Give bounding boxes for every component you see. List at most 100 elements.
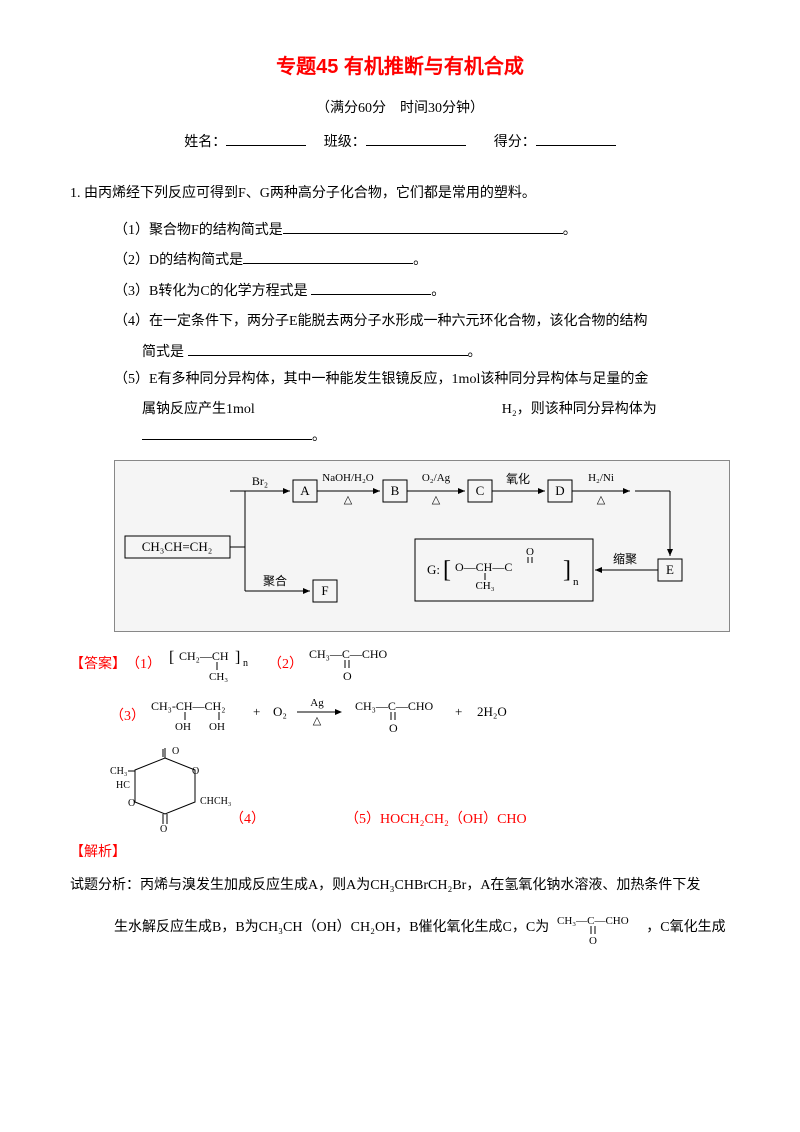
svg-text:O: O bbox=[192, 766, 199, 777]
a1-num: （1） bbox=[126, 652, 161, 677]
q1-p1-end: 。 bbox=[563, 223, 577, 238]
d-Gp1: O—CH—C bbox=[455, 560, 512, 574]
answer-block: 【答案】 （1） [ CH₂—CH CH₃ ] n （2） CH₃—C—CHO bbox=[70, 642, 730, 832]
d-GO: O bbox=[526, 546, 534, 558]
a4-num: （4） bbox=[230, 807, 265, 832]
d-E: E bbox=[666, 562, 674, 577]
q1-p3-text: （3）B转化为C的化学方程式是 bbox=[114, 284, 308, 299]
name-label: 姓名： bbox=[184, 135, 226, 150]
q1-p5c-text: H₂，则该种同分异构体为 bbox=[502, 402, 657, 417]
p4-blank bbox=[188, 341, 468, 356]
q1-stem: 1. 由丙烯经下列反应可得到F、G两种高分子化合物，它们都是常用的塑料。 bbox=[70, 181, 730, 208]
a4-structure: O O O O CH₃ CH CH₃ HC bbox=[110, 746, 240, 832]
q1-p1-text: （1）聚合物F的结构简式是 bbox=[114, 223, 283, 238]
a3-plus2: + bbox=[455, 704, 462, 719]
d-r4: 氧化 bbox=[506, 472, 530, 486]
analysis-label: 【解析】 bbox=[70, 845, 126, 860]
a3-prod: CH₃—C—CHO bbox=[355, 699, 434, 713]
d-r5: H₂/Ni bbox=[588, 472, 614, 484]
a5-num: （5） bbox=[345, 807, 380, 832]
analysis-l2a: 生水解反应生成B，B为CH₃CH（OH）CH₂OH，B催化氧化生成C，C为 bbox=[114, 920, 549, 935]
q1-p5b-text: 属钠反应产生1mol bbox=[142, 402, 255, 417]
analysis-l2b: ，C氧化生成 bbox=[646, 920, 725, 935]
d-r3: O₂/Ag bbox=[422, 472, 451, 484]
d-r5b: △ bbox=[597, 494, 606, 506]
a3-equation: CH₃-CH—CH₂ OH OH + O₂ Ag △ CH₃—C—CHO O + bbox=[145, 692, 575, 740]
analysis-block: 【解析】 试题分析：丙烯与溴发生加成反应生成A，则A为CH₃CHBrCH₂Br，… bbox=[70, 840, 730, 945]
d-F: F bbox=[321, 583, 328, 598]
info-line: 姓名： 班级： 得分： bbox=[70, 131, 730, 151]
d-r3b: △ bbox=[432, 494, 441, 506]
q1-p5-end: 。 bbox=[142, 424, 730, 451]
d-r1: Br₂ bbox=[252, 474, 268, 488]
q1-p2-end: 。 bbox=[413, 253, 427, 268]
a1-n: n bbox=[243, 658, 248, 669]
d-D: D bbox=[555, 483, 564, 498]
d-r7: 缩聚 bbox=[613, 551, 637, 566]
q1-p4b-text: 简式是 bbox=[142, 345, 184, 360]
q1-p2-text: （2）D的结构简式是 bbox=[114, 253, 243, 268]
svg-text:HC: HC bbox=[116, 780, 130, 791]
d-A: A bbox=[300, 483, 310, 498]
analysis-line1: 试题分析：丙烯与溴发生加成反应生成A，则A为CH₃CHBrCH₂Br，A在氢氧化… bbox=[70, 873, 730, 900]
class-blank bbox=[366, 131, 466, 146]
p1-blank bbox=[283, 219, 563, 234]
q1-p2: （2）D的结构简式是 。 bbox=[114, 248, 730, 275]
d-r2b: △ bbox=[344, 494, 353, 506]
an-co: O bbox=[589, 935, 597, 946]
class-label: 班级： bbox=[324, 135, 366, 150]
p2-blank bbox=[243, 249, 413, 264]
d-B: B bbox=[391, 483, 400, 498]
score-label: 得分： bbox=[494, 135, 536, 150]
a1-top: CH₂—CH bbox=[179, 649, 229, 663]
a2-num: （2） bbox=[268, 652, 303, 677]
a3-plus1: + bbox=[253, 704, 260, 719]
a2-structure: CH₃—C—CHO O bbox=[303, 642, 403, 686]
an-ctop: CH₃—C—CHO bbox=[557, 915, 629, 927]
a1-structure: [ CH₂—CH CH₃ ] n bbox=[161, 644, 261, 684]
a4-ch3b: CH₃ bbox=[214, 796, 231, 807]
d-Gn: n bbox=[573, 576, 579, 588]
p3-blank bbox=[311, 280, 431, 295]
q1-p3: （3）B转化为C的化学方程式是 。 bbox=[114, 279, 730, 306]
a3-ag: Ag bbox=[310, 697, 324, 709]
a2-top: CH₃—C—CHO bbox=[309, 647, 388, 661]
svg-text:]: ] bbox=[563, 557, 571, 583]
p5-blank bbox=[142, 425, 312, 440]
analysis-c-struct: CH₃—C—CHO O bbox=[553, 910, 643, 946]
q1-p1: （1）聚合物F的结构简式是 。 bbox=[114, 218, 730, 245]
a3-b: CH₃-CH—CH₂ bbox=[151, 699, 225, 713]
answer-label: 【答案】 bbox=[70, 652, 126, 677]
a3-del: △ bbox=[313, 715, 322, 727]
svg-text:O: O bbox=[172, 746, 179, 757]
reaction-svg: CH₃CH=CH₂ Br₂ A NaOH/H₂O △ B O₂/Ag △ C 氧… bbox=[115, 461, 695, 631]
reaction-diagram: CH₃CH=CH₂ Br₂ A NaOH/H₂O △ B O₂/Ag △ C 氧… bbox=[114, 460, 730, 632]
svg-text:[: [ bbox=[443, 557, 451, 583]
svg-text:[: [ bbox=[169, 649, 174, 666]
d-start: CH₃CH=CH₂ bbox=[142, 539, 213, 554]
subtitle: （满分60分 时间30分钟） bbox=[70, 97, 730, 117]
a3-num: （3） bbox=[110, 704, 145, 729]
a1-bot: CH₃ bbox=[209, 671, 228, 683]
q1-p4-end: 。 bbox=[468, 345, 482, 360]
d-C: C bbox=[476, 483, 485, 498]
q1-p5a: （5）E有多种同分异构体，其中一种能发生银镜反应，1mol该种同分异构体与足量的… bbox=[114, 367, 730, 394]
q1-p5b: 属钠反应产生1mol H₂，则该种同分异构体为 bbox=[142, 397, 730, 424]
q1-p4b: 简式是 。 bbox=[142, 340, 730, 367]
a3-o2: O₂ bbox=[273, 704, 287, 719]
d-Gpre: G: bbox=[427, 562, 440, 577]
svg-text:]: ] bbox=[235, 649, 240, 666]
q1-p3-end: 。 bbox=[431, 284, 445, 299]
a3-oh2: OH bbox=[209, 721, 225, 733]
name-blank bbox=[226, 131, 306, 146]
a3-oh1: OH bbox=[175, 721, 191, 733]
a3-prodo: O bbox=[389, 721, 398, 735]
page-title: 专题45 有机推断与有机合成 bbox=[70, 50, 730, 79]
svg-text:O: O bbox=[160, 824, 167, 832]
a3-h2o: 2H₂O bbox=[477, 704, 507, 719]
analysis-line2: 生水解反应生成B，B为CH₃CH（OH）CH₂OH，B催化氧化生成C，C为 CH… bbox=[114, 910, 730, 946]
a2-o: O bbox=[343, 669, 352, 683]
svg-text:O: O bbox=[128, 798, 135, 809]
q1-p5-end-text: 。 bbox=[312, 429, 326, 444]
a4-ch3a: CH₃ bbox=[110, 766, 127, 777]
